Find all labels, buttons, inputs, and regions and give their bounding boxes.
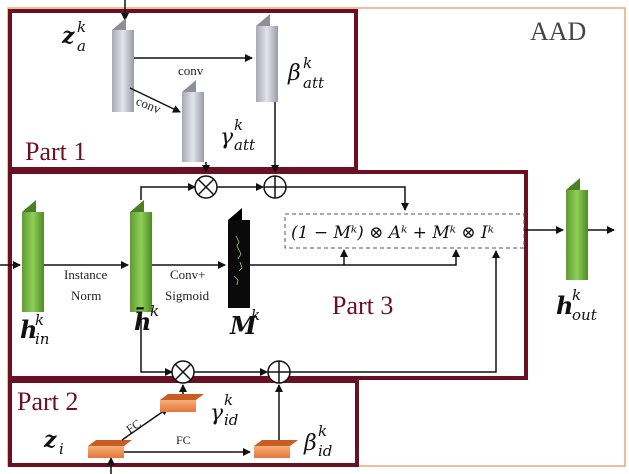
z-id-symbol: z	[43, 427, 57, 453]
z-a-sup: k	[77, 18, 86, 36]
h-in-sub: in	[35, 330, 49, 348]
gamma-id-sub: id	[224, 411, 238, 429]
part1-label: Part 1	[25, 137, 86, 166]
instance-norm-label-1: Instance	[64, 267, 108, 282]
h-bar-sup: k	[150, 302, 159, 320]
mask-block	[228, 208, 250, 308]
conv-sigmoid-label-1: Conv+	[170, 267, 206, 282]
instance-norm-label-2: Norm	[71, 288, 101, 303]
z-a-block	[112, 18, 134, 112]
fc-diag-label: FC	[123, 416, 143, 436]
part2-label: Part 2	[17, 387, 78, 416]
z-a-symbol: z	[61, 23, 75, 49]
part1-border	[8, 9, 358, 171]
multiply-op-top	[194, 175, 218, 199]
beta-att-sup: k	[303, 54, 312, 72]
conv-top-label: conv	[178, 63, 204, 78]
gamma-att-sub: att	[234, 136, 256, 154]
beta-att-symbol: β	[287, 61, 301, 86]
formula-text: (1 − Mᵏ) ⊗ Aᵏ + Mᵏ ⊗ Iᵏ	[291, 223, 494, 243]
beta-att-sub: att	[303, 74, 325, 92]
h-in-symbol: h	[20, 315, 37, 344]
gamma-att-symbol: γ	[220, 125, 234, 150]
z-id-sub: i	[59, 440, 64, 458]
add-op-top	[263, 175, 287, 199]
gamma-id-symbol: γ	[210, 401, 224, 426]
h-bar-block	[130, 200, 152, 312]
beta-id-symbol: β	[303, 431, 317, 456]
z-a-sub: a	[77, 37, 86, 55]
fc-flat-label: FC	[176, 433, 191, 447]
beta-id-block	[254, 440, 298, 458]
multiply-op-bottom	[171, 360, 195, 384]
conv-sigmoid-label-2: Sigmoid	[165, 288, 210, 303]
beta-att-block	[256, 14, 278, 102]
add-op-bottom	[267, 360, 291, 384]
h-out-sup: k	[572, 286, 581, 304]
part3-label: Part 3	[332, 291, 393, 320]
gamma-id-sup: k	[224, 391, 233, 409]
aad-title: AAD	[530, 17, 586, 46]
beta-id-sup: k	[318, 422, 327, 440]
mask-symbol: M	[229, 311, 258, 340]
mask-sup: k	[251, 306, 260, 324]
gamma-att-sup: k	[234, 116, 243, 134]
h-out-block	[566, 178, 588, 280]
h-in-sup: k	[35, 311, 44, 329]
h-out-symbol: h	[556, 291, 573, 320]
conv-diag-label: conv	[134, 93, 164, 117]
part3-border	[8, 170, 528, 380]
formula-box	[284, 213, 525, 249]
beta-id-sub: id	[318, 442, 332, 460]
h-in-block	[22, 200, 44, 312]
h-bar-symbol: h̄	[134, 307, 151, 336]
gamma-att-block	[182, 80, 204, 162]
gamma-id-block	[160, 394, 204, 412]
h-out-sub: out	[572, 306, 598, 324]
z-id-block	[88, 440, 132, 458]
